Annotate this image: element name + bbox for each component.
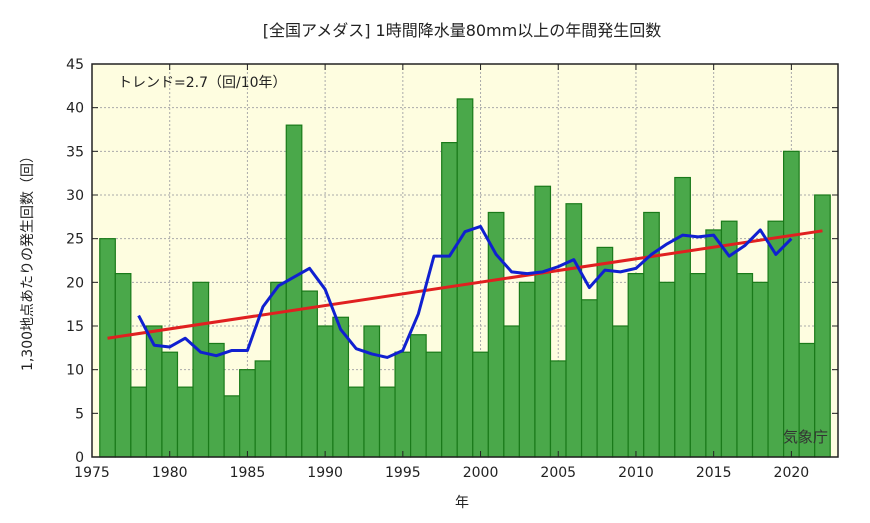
y-axis-label: 1,300地点あたりの発生回数（回） (20, 149, 36, 371)
y-tick-label: 5 (75, 406, 84, 422)
x-tick-label: 2000 (463, 465, 499, 481)
bar-2005 (549, 360, 567, 458)
bar-1984 (223, 395, 241, 458)
bar-2004 (534, 185, 552, 458)
bar-2010 (627, 273, 645, 458)
y-tick-label: 20 (66, 275, 84, 291)
bar-2020 (783, 150, 800, 458)
x-axis-label: 年 (455, 495, 469, 511)
y-tick-label: 30 (66, 188, 84, 204)
bar-2014 (689, 273, 707, 458)
bar-2013 (674, 176, 691, 458)
moving-average-line (137, 224, 793, 359)
bar-1990 (316, 325, 334, 458)
y-tick-label: 0 (75, 450, 84, 466)
bar-1993 (363, 325, 381, 458)
credit-watermark: 気象庁 (783, 428, 828, 446)
bar-1992 (347, 386, 365, 458)
y-tick-label: 45 (66, 57, 84, 73)
bar-1995 (394, 351, 412, 458)
x-tick-label: 2010 (618, 465, 654, 481)
trend-line (107, 229, 823, 340)
bar-1989 (301, 290, 318, 458)
x-tick-label: 1990 (307, 465, 343, 481)
plot-frame (91, 63, 839, 458)
bar-2015 (705, 229, 723, 458)
bar-2019 (767, 220, 785, 458)
bar-2009 (612, 325, 629, 458)
bar-2012 (658, 281, 676, 458)
bar-1976 (99, 238, 116, 458)
bar-2008 (596, 246, 614, 458)
x-tick-label: 2015 (696, 465, 732, 481)
y-tick-label: 25 (66, 232, 84, 248)
bar-1985 (239, 369, 256, 458)
bar-1983 (207, 342, 225, 458)
bar-1977 (114, 273, 132, 458)
bar-2007 (580, 299, 598, 458)
bar-2001 (487, 211, 505, 458)
bar-2002 (503, 325, 520, 458)
bar-1981 (176, 386, 194, 458)
bar-2017 (736, 273, 754, 458)
y-tick-label: 10 (66, 363, 84, 379)
y-tick-label: 15 (66, 319, 84, 335)
bar-1998 (441, 142, 458, 458)
bar-1994 (378, 386, 396, 458)
bars (99, 98, 831, 458)
bar-1980 (161, 351, 179, 458)
bar-1999 (456, 98, 474, 458)
x-tick-label: 1975 (74, 465, 110, 481)
y-tick-label: 40 (66, 101, 84, 117)
bar-2022 (814, 194, 831, 458)
bar-1982 (192, 281, 210, 458)
x-tick-label: 1985 (230, 465, 266, 481)
bar-1987 (270, 281, 287, 458)
bar-1986 (254, 360, 272, 458)
x-tick-label: 1995 (385, 465, 421, 481)
bar-2003 (518, 281, 536, 458)
bar-1997 (425, 351, 443, 458)
chart-title: [全国アメダス] 1時間降水量80mm以上の年間発生回数 (263, 21, 661, 40)
x-tick-label: 2005 (540, 465, 576, 481)
x-tick-label: 1980 (152, 465, 188, 481)
bar-2000 (472, 351, 489, 458)
bar-1988 (285, 124, 303, 458)
x-tick-label: 2020 (774, 465, 810, 481)
trend-annotation: トレンド=2.7（回/10年） (118, 75, 287, 91)
bar-1978 (130, 386, 147, 458)
bar-1996 (410, 334, 427, 458)
bar-2006 (565, 203, 583, 458)
y-tick-label: 35 (66, 144, 84, 160)
ticks: 1975 1980 1985 1990 1995 2000 2005 2010 2015 2020… (66, 57, 838, 481)
bar-2018 (751, 281, 769, 458)
